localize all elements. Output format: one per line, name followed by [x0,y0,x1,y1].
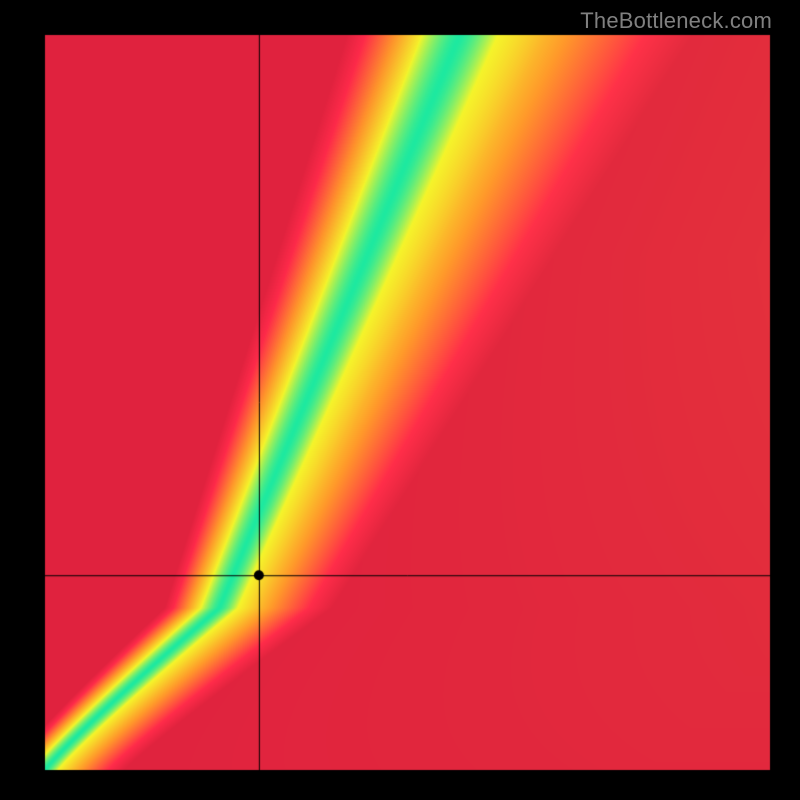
watermark-text: TheBottleneck.com [580,8,772,34]
heatmap-canvas [0,0,800,800]
